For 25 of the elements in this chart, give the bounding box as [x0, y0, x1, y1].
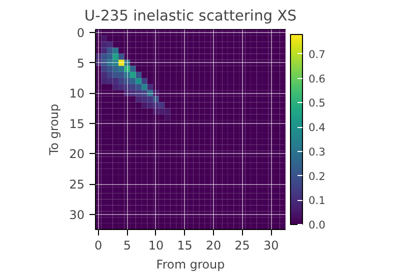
x-tick-label: 5	[123, 238, 131, 252]
color-bar-label: 0.0	[308, 218, 326, 232]
y-tick-label: 15	[69, 116, 85, 131]
y-tick-label: 30	[69, 208, 85, 222]
chart-title: U-235 inelastic scattering XS	[84, 8, 297, 24]
x-tick-label: 15	[177, 238, 192, 252]
y-tick-label: 25	[69, 178, 85, 192]
x-tick-label: 10	[148, 238, 164, 252]
color-bar-label: 0.2	[308, 170, 326, 183]
color-bar-label: 0.5	[308, 96, 326, 110]
color-bar-label: 0.6	[308, 72, 326, 86]
color-bar-label: 0.7	[308, 48, 326, 61]
color-bar-label: 0.3	[308, 145, 326, 158]
x-tick-label: 30	[263, 238, 279, 252]
y-tick-label: 0	[76, 26, 85, 40]
y-axis-title: To group	[47, 104, 62, 156]
x-tick-label: 25	[234, 238, 250, 252]
y-tick-label: 10	[69, 86, 85, 101]
x-axis-title: From group	[156, 258, 225, 272]
color-bar-label: 0.4	[308, 121, 326, 134]
x-tick-label: 0	[94, 238, 102, 252]
y-tick-label: 20	[69, 147, 85, 162]
color-bar-label: 0.1	[308, 194, 326, 208]
x-tick-label: 20	[206, 238, 222, 252]
y-tick-label: 5	[76, 56, 85, 70]
